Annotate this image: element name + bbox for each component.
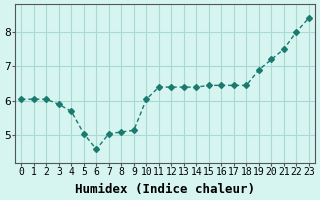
X-axis label: Humidex (Indice chaleur): Humidex (Indice chaleur): [75, 183, 255, 196]
